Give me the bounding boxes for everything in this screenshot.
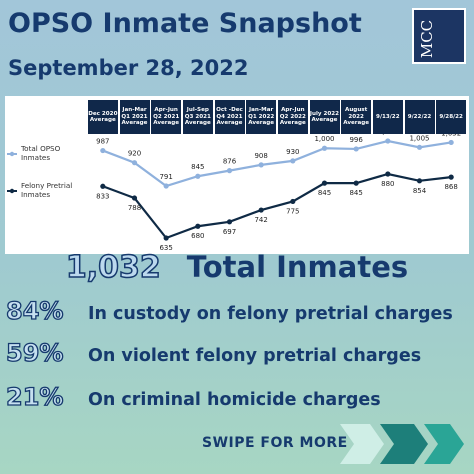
data-point [131, 160, 138, 166]
stat-row: 59% On violent felony pretrial charges [5, 338, 422, 367]
logo-text: MCC [418, 19, 437, 59]
column-header: Dec 2020 Average [87, 100, 118, 134]
data-label: 680 [191, 232, 204, 240]
highlight: 1,032 Total Inmates [0, 249, 474, 286]
chevron [340, 424, 384, 464]
column-header: July 2022 Average [309, 100, 340, 134]
data-point [100, 183, 106, 189]
stat-percent: 59% [5, 338, 64, 367]
title: OPSO Inmate Snapshot [8, 8, 362, 39]
data-point [321, 145, 328, 151]
data-point [163, 235, 169, 241]
data-point [290, 198, 296, 205]
data-label: 635 [159, 244, 172, 252]
data-label: 920 [128, 150, 141, 158]
legend-label-part: Inmates [21, 153, 50, 162]
legend-label: Felony Pretrial Inmates [21, 181, 72, 199]
data-point [195, 173, 201, 179]
data-label: 876 [223, 158, 237, 166]
data-point [353, 146, 359, 152]
data-label: 930 [286, 148, 299, 156]
data-point [385, 138, 391, 144]
data-label: 854 [413, 187, 427, 195]
stat-percent: 21% [5, 382, 64, 411]
highlight-label: Total Inmates [186, 250, 409, 284]
stat-percent: 84% [5, 296, 64, 325]
data-point [226, 219, 233, 225]
legend-label-part: Inmates [21, 190, 50, 199]
series-line [102, 172, 452, 240]
data-label: 987 [96, 138, 109, 146]
chevron [424, 424, 464, 464]
data-point [448, 139, 454, 146]
stat-row: 21% On criminal homicide charges [5, 382, 381, 411]
chevrons [340, 424, 464, 464]
column-header: Jan-Mar Q1 2021 Average [119, 100, 150, 134]
data-point [385, 171, 391, 177]
data-label: 845 [191, 163, 204, 171]
chart-panel: 9879207918458769089301,0009961,0401,0051… [5, 96, 469, 254]
stat-label: On violent felony pretrial charges [88, 346, 422, 366]
series-line [102, 139, 452, 188]
footer: SWIPE FOR MORE [202, 435, 348, 451]
data-label: 791 [159, 173, 172, 181]
chevron [380, 424, 428, 464]
data-label: 742 [254, 216, 267, 224]
data-point [353, 180, 359, 186]
legend-label: Total OPSO Inmates [20, 144, 61, 162]
column-header: Apr-Jun Q2 2022 Average [277, 100, 308, 134]
data-point [131, 195, 138, 201]
data-point [226, 168, 233, 174]
column-header: Apr-Jun Q2 2021 Average [151, 100, 182, 134]
data-label: 1,000 [314, 135, 334, 143]
data-label: 880 [381, 180, 394, 188]
data-label: 1,005 [409, 134, 429, 142]
data-point [163, 183, 169, 189]
data-label: 788 [128, 204, 141, 212]
subtitle: September 28, 2022 [8, 56, 249, 80]
column-header: 9/22/22 [404, 100, 435, 134]
data-label: 833 [96, 192, 109, 200]
data-point [321, 180, 328, 186]
column-header: August 2022 Average [341, 100, 372, 134]
data-label: 697 [223, 228, 236, 236]
data-point [258, 162, 264, 168]
data-point [258, 207, 264, 213]
column-header: Oct -Dec Q4 2021 Average [214, 100, 245, 134]
data-point [448, 174, 454, 180]
data-point [100, 147, 106, 154]
data-label: 996 [349, 136, 363, 144]
legend-marker [9, 188, 15, 194]
legend-marker [9, 151, 15, 157]
column-header: 9/13/22 [372, 100, 403, 134]
data-label: 775 [286, 207, 299, 215]
stat-label: On criminal homicide charges [88, 390, 381, 410]
legend-label-part: Total OPSO [20, 144, 61, 153]
data-label: 845 [349, 189, 362, 197]
column-header: Jul-Sep Q3 2021 Average [182, 100, 213, 134]
data-point [416, 178, 423, 184]
data-point [416, 144, 423, 150]
column-header: Jan-Mar Q1 2022 Average [246, 100, 277, 134]
data-point [290, 158, 296, 164]
stat-label: In custody on felony pretrial charges [88, 304, 453, 324]
stat-row: 84% In custody on felony pretrial charges [5, 296, 453, 325]
data-label: 868 [444, 183, 457, 191]
legend-label-part: Felony Pretrial [21, 181, 72, 190]
highlight-number: 1,032 [65, 249, 161, 286]
data-label: 845 [318, 189, 331, 197]
data-point [195, 223, 201, 229]
column-header: 9/28/22 [436, 100, 467, 134]
logo: MCC [412, 8, 466, 64]
data-label: 908 [254, 152, 267, 160]
